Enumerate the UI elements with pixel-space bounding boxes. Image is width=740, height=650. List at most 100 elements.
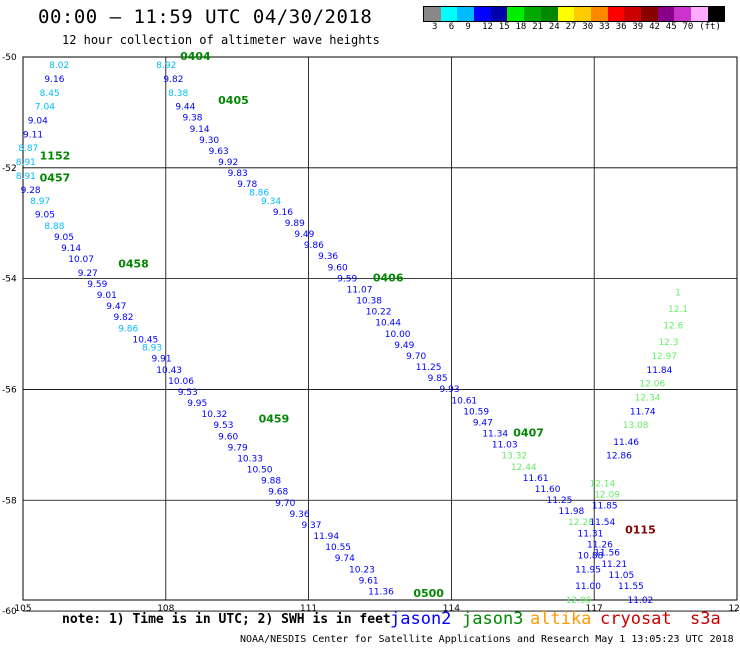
swh-value: 9.59	[87, 280, 107, 290]
color-legend-swatch	[440, 7, 458, 21]
lon-tick-label: 120	[728, 604, 740, 614]
map-subtitle: 12 hour collection of altimeter wave hei…	[62, 33, 380, 47]
lon-tick-label: 117	[586, 604, 603, 614]
swh-value: 10.38	[356, 297, 382, 307]
swh-value: 11.84	[647, 366, 673, 376]
swh-value: 9.11	[23, 130, 43, 140]
swh-value: 9.91	[152, 355, 172, 365]
swh-value: 8.97	[30, 197, 50, 207]
lon-tick-label: 105	[14, 604, 31, 614]
swh-value: 9.49	[294, 230, 314, 240]
pass-time-label: 0406	[373, 271, 404, 284]
color-legend-label: 36	[615, 22, 627, 32]
swh-value: 11.61	[523, 474, 549, 484]
swh-value: 11.95	[575, 565, 601, 575]
credit-line: NOAA/NESDIS Center for Satellite Applica…	[240, 634, 734, 645]
pass-time-label: 0405	[218, 94, 249, 107]
swh-value: 12.3	[658, 338, 678, 348]
swh-value: 9.82	[113, 313, 133, 323]
color-legend-label: 42	[649, 22, 660, 32]
swh-value: 11.98	[559, 507, 585, 517]
swh-value: 12.34	[635, 394, 661, 404]
swh-value: 12.00	[566, 596, 592, 606]
lat-tick-label: -58	[2, 496, 17, 506]
swh-value: 9.36	[318, 252, 338, 262]
pass-time-label: 0458	[118, 258, 149, 271]
swh-value: 9.04	[28, 116, 48, 126]
swh-value: 8.91	[16, 158, 36, 168]
swh-value: 11.94	[313, 532, 339, 542]
color-legend-swatch	[507, 7, 525, 21]
swh-value: 8.88	[44, 222, 64, 232]
swh-value: 10.07	[68, 255, 94, 265]
color-legend-swatch	[674, 7, 691, 21]
swh-value: 11.07	[347, 285, 373, 295]
color-legend-label: 30	[582, 22, 594, 32]
color-legend-label: 24	[548, 22, 560, 32]
swh-value: 12.14	[589, 479, 615, 489]
swh-value: 12.44	[511, 463, 537, 473]
swh-value: 11.05	[608, 571, 634, 581]
map-grid	[22, 56, 738, 612]
swh-value: 10.06	[168, 377, 194, 387]
swh-value: 9.92	[218, 158, 238, 168]
color-legend-swatch	[574, 7, 591, 21]
swh-value: 9.05	[35, 211, 55, 221]
color-legend-label: (ft)	[699, 22, 721, 32]
pass-time-label: 0500	[413, 587, 444, 600]
swh-value: 9.82	[163, 75, 183, 85]
swh-value: 11.85	[592, 502, 618, 512]
swh-value: 11.36	[368, 587, 394, 597]
color-legend-label: 39	[632, 22, 644, 32]
satellite-tracks: 8.02 9.16 8.45 7.04 9.04 9.11 8.87 8.91 8.91 9.28…	[16, 50, 688, 606]
pass-time-label: 0115	[625, 524, 656, 537]
swh-value: 11.56	[594, 549, 620, 559]
pass-time-label: 0407	[513, 427, 544, 440]
swh-value: 11.25	[416, 363, 442, 373]
color-legend-swatch	[640, 7, 658, 21]
swh-value: 9.37	[301, 521, 321, 531]
swh-value: 11.03	[492, 441, 518, 451]
swh-value: 9.30	[199, 136, 219, 146]
swh-value: 9.44	[175, 103, 195, 113]
color-legend-label: 21	[532, 22, 544, 32]
swh-value: 8.91	[16, 172, 36, 182]
swh-value: 13.32	[501, 452, 527, 462]
color-legend-swatch	[424, 7, 441, 21]
color-legend-swatch	[624, 7, 641, 21]
swh-value: 8.87	[18, 144, 38, 154]
lat-tick-label: -56	[2, 385, 17, 395]
satellite-legend-item: jason2	[390, 609, 452, 629]
color-legend	[423, 6, 726, 22]
swh-value: 9.63	[209, 147, 229, 157]
swh-value: 9.14	[61, 244, 81, 254]
swh-value: 9.53	[178, 388, 198, 398]
swh-value: 12.1	[668, 305, 688, 315]
swh-value: 10.32	[202, 410, 228, 420]
swh-value: 12.28	[568, 518, 594, 528]
lat-tick-label: -52	[2, 164, 17, 174]
color-legend-label: 70	[682, 22, 694, 32]
swh-value: 10.61	[451, 396, 477, 406]
color-legend-swatch	[590, 7, 608, 21]
swh-value: 11.26	[587, 540, 613, 550]
swh-value: 9.86	[118, 324, 138, 334]
swh-value: 9.70	[406, 352, 426, 362]
swh-value: 9.89	[285, 219, 305, 229]
color-legend-swatch	[474, 7, 491, 21]
swh-value: 9.49	[394, 341, 414, 351]
swh-value: 11.60	[535, 485, 561, 495]
color-legend-swatch	[557, 7, 575, 21]
lat-tick-label: -60	[2, 607, 17, 617]
swh-value: 10.23	[349, 565, 375, 575]
color-legend-label: 27	[565, 22, 577, 32]
swh-value: 9.61	[359, 576, 379, 586]
swh-value: 8.86	[249, 189, 269, 199]
swh-value: 8.93	[142, 344, 162, 354]
swh-value: 11.00	[575, 582, 601, 592]
swh-value: 11.02	[628, 596, 654, 606]
swh-value: 9.59	[337, 274, 357, 284]
lon-tick-label: 108	[157, 604, 174, 614]
swh-value: 10.88	[578, 551, 604, 561]
